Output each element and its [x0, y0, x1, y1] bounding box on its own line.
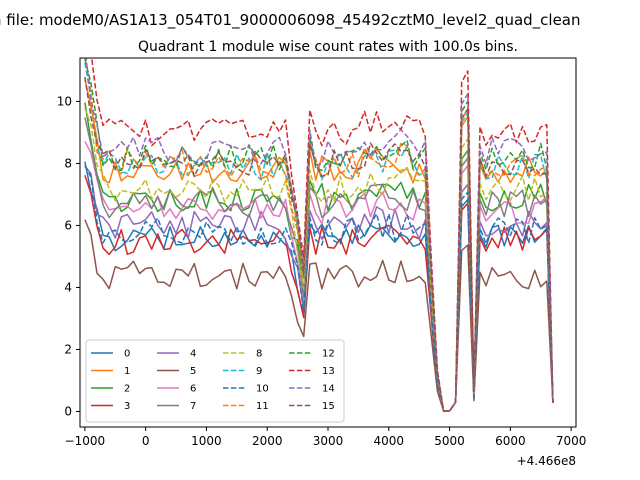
x-tick-label: 5000 — [434, 434, 465, 448]
y-axis: 0 2 4 6 8 10 — [57, 94, 80, 418]
x-axis: −1000 0 1000 2000 3000 4000 5000 6000 7000 — [65, 427, 587, 448]
y-tick-label: 4 — [64, 280, 72, 294]
y-tick-label: 10 — [57, 94, 72, 108]
x-tick-label: 6000 — [495, 434, 526, 448]
x-tick-label: −1000 — [65, 434, 106, 448]
x-tick-label: 2000 — [252, 434, 283, 448]
legend-label-10: 10 — [256, 384, 269, 395]
series-layer — [84, 58, 554, 412]
y-tick-label: 2 — [64, 342, 72, 356]
legend-label-13: 13 — [322, 366, 335, 377]
legend-label-15: 15 — [322, 401, 335, 412]
x-tick-label: 7000 — [556, 434, 587, 448]
legend-label-3: 3 — [124, 401, 130, 412]
chart-title: Quadrant 1 module wise count rates with … — [138, 39, 518, 55]
legend-label-14: 14 — [322, 384, 335, 395]
legend-label-4: 4 — [190, 349, 196, 360]
legend-label-5: 5 — [190, 366, 196, 377]
y-tick-label: 8 — [64, 156, 72, 170]
legend-label-12: 12 — [322, 349, 335, 360]
legend-label-8: 8 — [256, 349, 262, 360]
series-line-10 — [84, 165, 554, 412]
legend-label-11: 11 — [256, 401, 269, 412]
y-tick-label: 6 — [64, 218, 72, 232]
legend-label-6: 6 — [190, 384, 196, 395]
legend-label-0: 0 — [124, 349, 130, 360]
y-tick-label: 0 — [64, 404, 72, 418]
figure-suptitle: n file: modeM0/AS1A13_054T01_9000006098_… — [0, 11, 581, 30]
x-tick-label: 0 — [142, 434, 150, 448]
legend-label-7: 7 — [190, 401, 196, 412]
x-tick-label: 1000 — [191, 434, 222, 448]
series-line-15 — [84, 76, 554, 412]
x-tick-label: 3000 — [313, 434, 344, 448]
legend-box — [85, 339, 345, 423]
legend-label-1: 1 — [124, 366, 130, 377]
x-tick-label: 4000 — [374, 434, 405, 448]
legend-label-2: 2 — [124, 384, 130, 395]
x-offset-label: +4.466e8 — [517, 454, 576, 468]
legend-label-9: 9 — [256, 366, 262, 377]
